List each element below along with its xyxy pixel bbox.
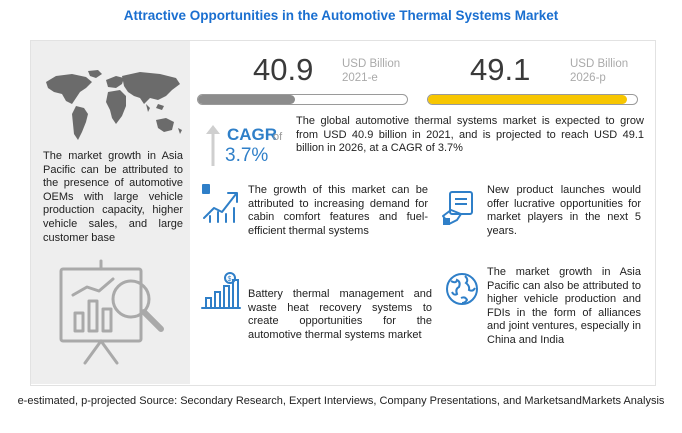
value-2021: 40.9 [253,52,314,87]
product-launch-text: New product launches would offer lucrati… [487,184,641,237]
page-title: Attractive Opportunities in the Automoti… [123,8,559,23]
upward-trend-icon [202,184,238,223]
unit-2026: USD Billion [570,58,629,70]
battery-thermal-text: Battery thermal management and waste hea… [248,288,432,341]
value-2026: 49.1 [470,52,531,87]
progress-fill-2021 [198,95,296,104]
cagr-of: of [273,131,283,143]
progress-track-2026 [427,94,638,105]
year-2021: 2021-e [342,72,378,84]
progress-fill-2026 [428,95,627,104]
bar-chart-dollar-icon: $ [201,272,241,309]
globe-icon [446,273,478,305]
product-launch-icon [442,191,473,225]
left-asia-pacific-text: The market growth in Asia Pacific can be… [43,150,183,244]
unit-2021: USD Billion [342,58,401,70]
cagr-value: 3.7% [225,145,269,166]
source-footnote: e-estimated, p-projected Source: Seconda… [17,395,665,407]
year-2026: 2026-p [570,72,606,84]
asia-pacific-text: The market growth in Asia Pacific can al… [487,266,641,346]
chart-magnifier-icon [59,259,164,365]
up-arrow-icon [206,125,220,166]
progress-track-2021 [197,94,408,105]
world-map-icon [46,70,182,140]
svg-text:$: $ [228,276,232,283]
market-summary-text: The global automotive thermal systems ma… [296,115,644,155]
growth-text: The growth of this market can be attribu… [248,184,428,237]
cagr-label: CAGR [227,125,278,144]
